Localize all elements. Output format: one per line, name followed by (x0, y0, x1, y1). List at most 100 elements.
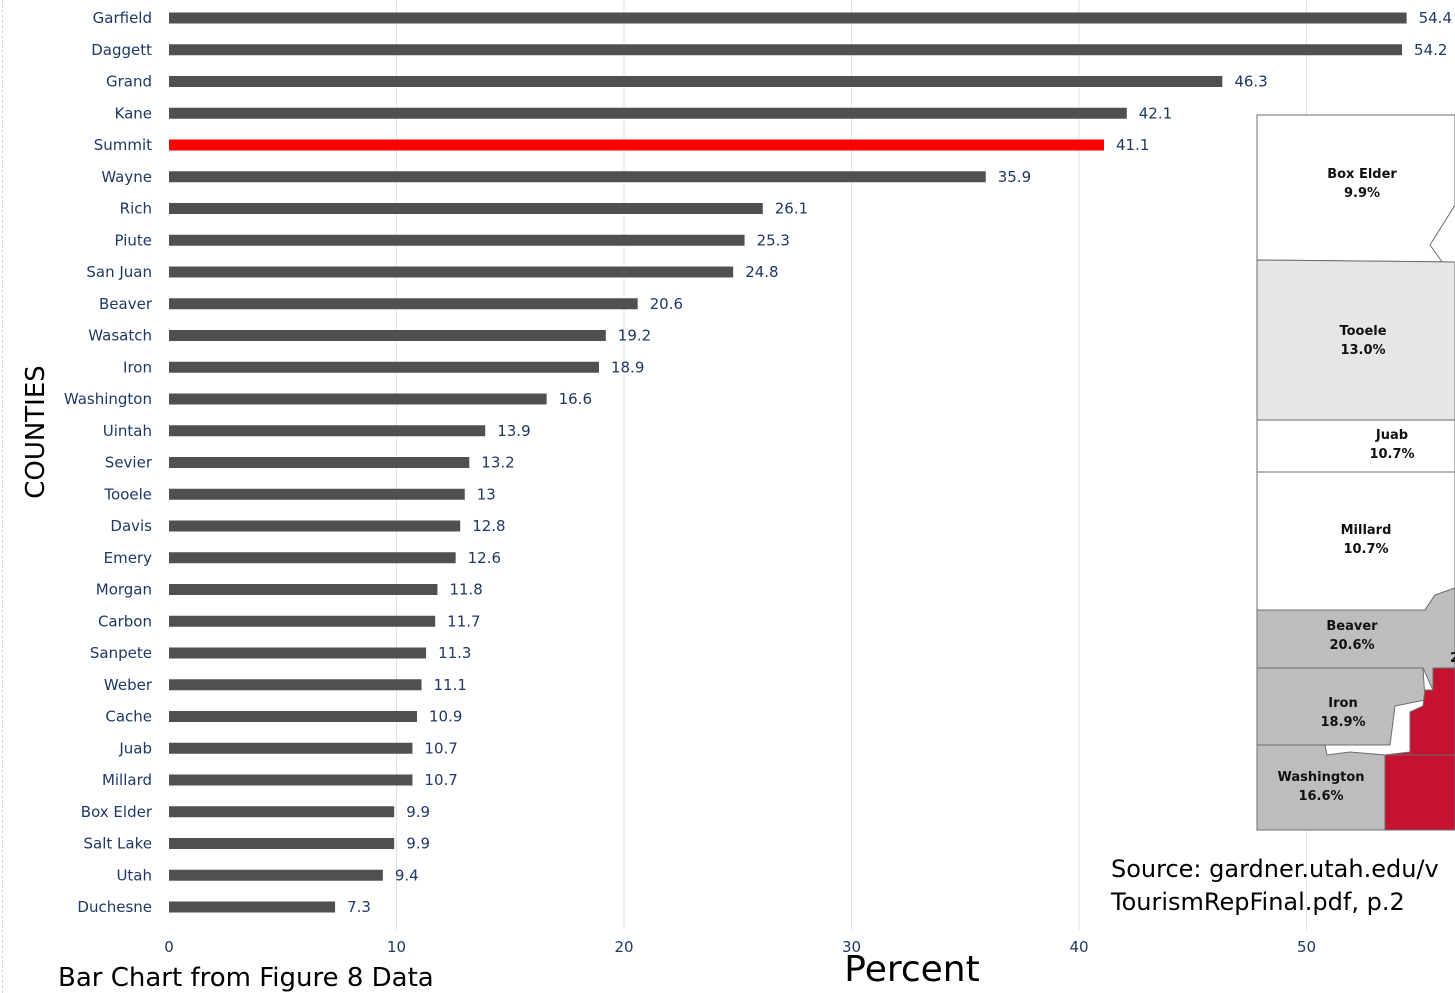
category-label: Washington (64, 390, 152, 408)
category-label: Wayne (101, 168, 152, 186)
map-value-iron: 18.9% (1320, 715, 1365, 730)
map-region-millard (1256, 471, 1455, 611)
map-label-washington: Washington (1277, 770, 1364, 785)
data-label: 11.8 (449, 581, 482, 599)
data-label: 9.9 (406, 803, 430, 821)
category-label: Utah (116, 866, 152, 884)
bar (169, 520, 461, 532)
bar (169, 647, 427, 659)
data-label: 18.9 (611, 358, 644, 376)
bar (169, 869, 383, 881)
category-label: Wasatch (88, 327, 152, 345)
bar (169, 425, 486, 437)
map-label-juab: Juab (1375, 428, 1408, 443)
bar (169, 774, 413, 786)
category-label: Box Elder (81, 803, 153, 821)
y-axis-title: COUNTIES (21, 365, 51, 499)
category-label: Daggett (91, 41, 152, 59)
category-label: Sevier (105, 454, 153, 472)
bar (169, 457, 470, 468)
map-label-millard: Millard (1341, 523, 1392, 538)
data-label: 10.7 (424, 771, 457, 789)
data-label: 13 (477, 485, 496, 503)
category-label: San Juan (86, 263, 152, 281)
bar (169, 393, 547, 405)
map-region-highlight-south (1384, 754, 1455, 831)
data-label: 12.8 (472, 517, 505, 535)
category-label: Weber (104, 676, 153, 694)
data-label: 54.4 (1419, 9, 1452, 27)
map-region-juab (1256, 419, 1455, 473)
bar (169, 806, 395, 818)
data-label: 35.9 (998, 168, 1031, 186)
bar (169, 266, 734, 278)
map-region-washington (1256, 744, 1386, 831)
data-label: 19.2 (618, 327, 651, 345)
category-label: Rich (120, 200, 152, 218)
data-label: 11.7 (447, 612, 480, 630)
category-label: Sanpete (90, 644, 152, 662)
data-label: 42.1 (1139, 104, 1172, 122)
bar (169, 838, 395, 849)
bar (169, 298, 638, 310)
map-partial-label: 2 (1450, 651, 1455, 666)
category-label: Piute (115, 231, 153, 249)
data-label: 46.3 (1234, 73, 1267, 91)
category-label: Cache (105, 708, 152, 726)
x-tick-label: 0 (164, 938, 174, 956)
category-label: Summit (94, 136, 152, 154)
category-label: Morgan (96, 581, 152, 599)
map-value-washington: 16.6% (1298, 789, 1343, 804)
x-tick-label: 50 (1297, 938, 1316, 956)
data-label: 54.2 (1414, 41, 1447, 59)
x-tick-label: 30 (842, 938, 861, 956)
bar (169, 679, 422, 691)
category-label: Garfield (93, 9, 152, 27)
data-label: 16.6 (559, 390, 592, 408)
map-value-tooele: 13.0% (1340, 343, 1385, 358)
category-label: Carbon (98, 612, 152, 630)
bar (169, 742, 413, 754)
left-edge-line (2, 0, 3, 993)
category-label: Davis (110, 517, 152, 535)
bar (169, 234, 745, 246)
data-label: 24.8 (745, 263, 778, 281)
category-label: Kane (115, 104, 153, 122)
data-label: 20.6 (650, 295, 683, 313)
bar (169, 361, 599, 373)
data-label: 10.7 (424, 739, 457, 757)
data-label: 13.2 (481, 454, 514, 472)
bar (169, 12, 1407, 24)
map-value-juab: 10.7% (1369, 447, 1414, 462)
map-region-tooele (1256, 259, 1455, 421)
bar (169, 139, 1105, 151)
data-label: 11.3 (438, 644, 471, 662)
map-value-millard: 10.7% (1343, 542, 1388, 557)
data-label: 12.6 (468, 549, 501, 567)
bar (169, 44, 1403, 56)
category-label: Iron (123, 358, 152, 376)
data-label: 10.9 (429, 708, 462, 726)
category-label: Salt Lake (84, 835, 152, 853)
bar (169, 584, 438, 595)
data-label: 9.4 (395, 866, 419, 884)
x-tick-label: 10 (387, 938, 406, 956)
map-label-beaver: Beaver (1326, 619, 1378, 634)
map-value-box-elder: 9.9% (1344, 186, 1380, 201)
data-label: 9.9 (406, 835, 430, 853)
bar (169, 171, 986, 183)
category-label: Emery (104, 549, 152, 567)
data-label: 11.1 (434, 676, 467, 694)
x-axis-title: Percent (844, 949, 980, 990)
map-label-box-elder: Box Elder (1327, 167, 1397, 182)
category-label: Beaver (99, 295, 153, 313)
map-label-iron: Iron (1328, 696, 1357, 711)
bar (169, 107, 1127, 119)
x-tick-label: 20 (614, 938, 633, 956)
bar (169, 615, 436, 627)
bar (169, 330, 606, 341)
map-label-tooele: Tooele (1339, 324, 1386, 339)
bar (169, 76, 1223, 87)
data-label: 25.3 (757, 231, 790, 249)
